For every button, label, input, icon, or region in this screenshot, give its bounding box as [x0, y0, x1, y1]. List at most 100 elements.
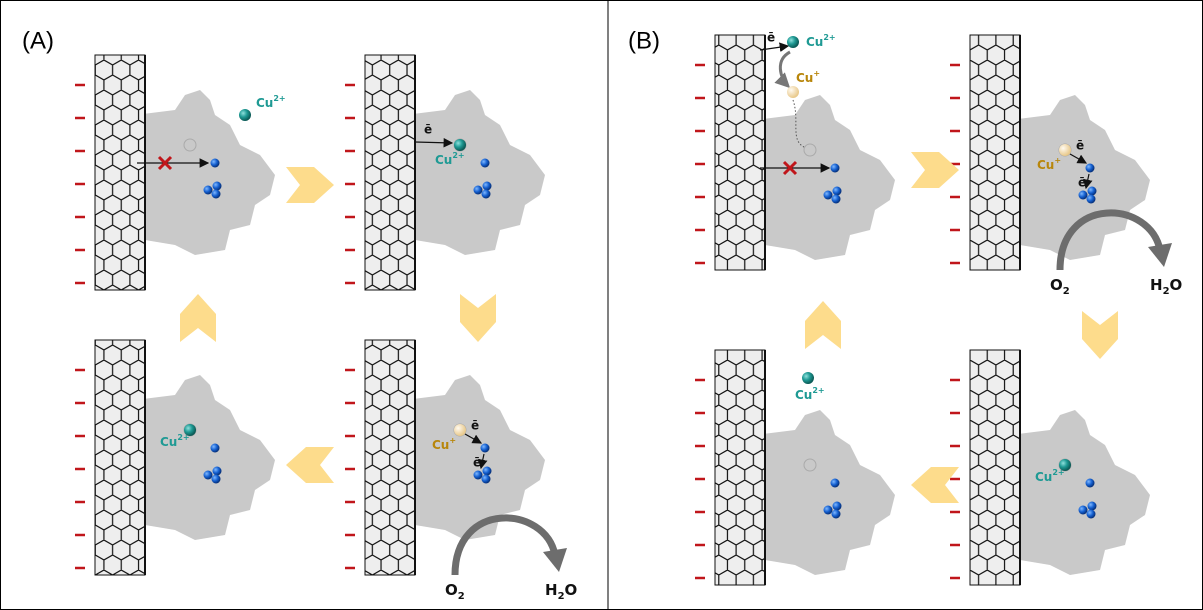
label-part: Cu — [435, 153, 452, 167]
label-part: 2+ — [1052, 468, 1064, 477]
cycle-arrow — [805, 301, 841, 349]
label: Cu2+ — [806, 33, 836, 49]
transfer-arrow — [774, 50, 791, 89]
label-part: 2 — [1163, 286, 1170, 297]
label-part: + — [1054, 156, 1061, 165]
sphere — [473, 185, 483, 195]
label-part: 2 — [558, 591, 565, 602]
nanotube — [969, 349, 1021, 586]
sphere — [1085, 478, 1095, 488]
label-part: O — [445, 581, 458, 599]
arrow — [1069, 153, 1088, 164]
label-part: Cu — [1035, 470, 1052, 484]
sphere — [482, 466, 492, 476]
label: ē — [1076, 139, 1084, 153]
sphere — [184, 424, 196, 436]
sphere — [830, 478, 840, 488]
label: O2 — [445, 581, 465, 602]
label: Cu2+ — [256, 94, 286, 110]
block-mark — [782, 160, 798, 176]
protein — [1010, 95, 1150, 260]
label: Cu+ — [1037, 156, 1061, 172]
label-part: 2+ — [177, 433, 189, 442]
nanotube — [94, 54, 146, 291]
sphere — [832, 501, 842, 511]
sphere — [1087, 186, 1097, 196]
label-part: + — [449, 436, 456, 445]
label-part: Cu — [795, 388, 812, 402]
nanotube — [94, 339, 146, 576]
label: ē — [767, 31, 775, 45]
sphere — [802, 372, 814, 384]
copper-site — [803, 143, 817, 157]
sphere — [787, 86, 799, 98]
sphere — [480, 443, 490, 453]
label: ē — [471, 419, 479, 433]
nanotube — [364, 54, 416, 291]
copper-site — [183, 138, 197, 152]
sphere — [1078, 190, 1088, 200]
reaction-arrowhead — [1148, 243, 1172, 267]
label-part: 2+ — [812, 386, 824, 395]
label: Cu2+ — [795, 386, 825, 402]
sphere — [832, 186, 842, 196]
nanotube — [714, 349, 766, 586]
sphere — [212, 466, 222, 476]
cycle-arrow — [286, 447, 334, 483]
sphere — [1078, 505, 1088, 515]
sphere — [481, 189, 491, 199]
sphere — [212, 181, 222, 191]
reaction-arrow — [451, 514, 559, 576]
sphere — [210, 443, 220, 453]
label-part: 2+ — [452, 151, 464, 160]
arrow — [759, 42, 790, 52]
nanotube — [714, 34, 766, 271]
protein — [755, 95, 895, 260]
arrow — [478, 453, 488, 470]
label-part: Cu — [432, 438, 449, 452]
nanotube — [969, 34, 1021, 271]
label-part: H — [1150, 276, 1163, 294]
sphere — [480, 158, 490, 168]
cycle-arrow — [1082, 311, 1118, 359]
protein — [405, 90, 545, 255]
protein — [1010, 410, 1150, 575]
label: Cu2+ — [435, 151, 465, 167]
panel-label: (A) — [22, 27, 54, 54]
label-part: Cu — [1037, 158, 1054, 172]
label-part: + — [813, 69, 820, 78]
label: ē — [1078, 176, 1086, 190]
label: Cu2+ — [160, 433, 190, 449]
label: ē — [473, 456, 481, 470]
sphere — [1059, 459, 1071, 471]
sphere — [1086, 509, 1096, 519]
sphere — [454, 424, 466, 436]
arrow — [464, 433, 483, 444]
diffusion-path — [792, 99, 805, 148]
protein — [405, 375, 545, 540]
label-part: 2+ — [823, 33, 835, 42]
label-part: H — [545, 581, 558, 599]
label: O2 — [1050, 276, 1070, 297]
arrow — [414, 137, 454, 148]
sphere — [830, 163, 840, 173]
sphere — [1087, 501, 1097, 511]
copper-site — [803, 458, 817, 472]
label-part: O — [1170, 276, 1183, 294]
label: H2O — [1150, 276, 1182, 297]
label-part: O — [1050, 276, 1063, 294]
label-part: 2+ — [273, 94, 285, 103]
sphere — [203, 470, 213, 480]
label: Cu+ — [432, 436, 456, 452]
cycle-arrow — [180, 294, 216, 342]
sphere — [823, 505, 833, 515]
sphere — [831, 194, 841, 204]
cycle-arrow — [911, 152, 959, 188]
panel-label: (B) — [628, 27, 660, 54]
sphere — [473, 470, 483, 480]
label-part: Cu — [806, 35, 823, 49]
sphere — [482, 181, 492, 191]
nanotube — [364, 339, 416, 576]
sphere — [831, 509, 841, 519]
